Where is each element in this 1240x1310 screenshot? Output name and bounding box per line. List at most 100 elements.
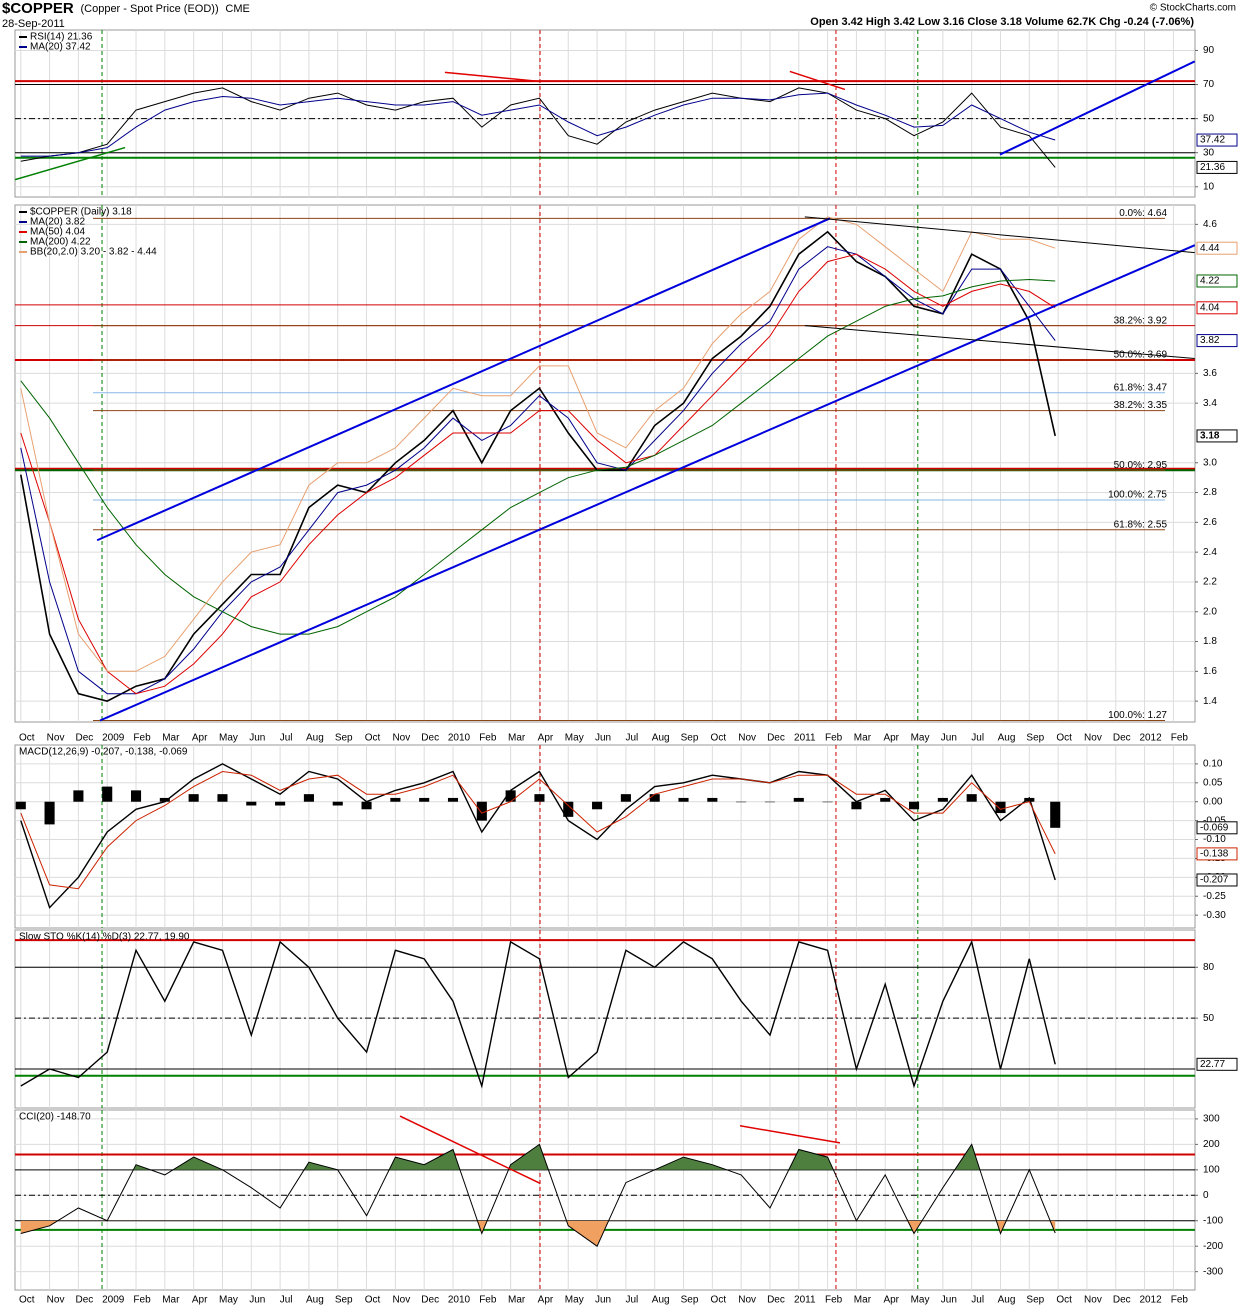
x-tick-label: Feb [1171, 733, 1189, 744]
histogram-bar [534, 794, 545, 802]
histogram-bar [793, 797, 804, 802]
y-tick-label: 0.00 [1203, 796, 1223, 807]
exchange: CME [225, 3, 249, 15]
x-tick-label: Jul [280, 733, 293, 744]
badge-label: -0.207 [1200, 875, 1229, 886]
y-tick-label: 1.6 [1203, 666, 1217, 677]
x-tick-label: Sep [681, 1295, 699, 1306]
x-tick-label: Oct [365, 733, 381, 744]
x-tick-label: Jun [595, 733, 611, 744]
x-tick-label: Mar [162, 733, 180, 744]
band-fill [20, 1144, 1056, 1170]
x-tick-label: May [911, 1295, 930, 1306]
x-tick-label: Mar [508, 733, 526, 744]
y-tick-label: 2.0 [1203, 606, 1217, 617]
badge-label: 3.82 [1200, 335, 1220, 346]
value-badge [1196, 160, 1238, 174]
x-tick-label: Jul [625, 733, 638, 744]
x-tick-label: Apr [538, 733, 554, 744]
y-tick-label: 1.4 [1203, 696, 1217, 707]
trend-line [804, 325, 1195, 359]
histogram-bar [419, 797, 430, 802]
series-line [20, 939, 1056, 1089]
x-tick-label: Apr [538, 1295, 554, 1306]
series-line [20, 770, 1056, 890]
panel-frame [14, 929, 1196, 1109]
x-tick-label: Apr [883, 1295, 899, 1306]
trend-line [15, 146, 126, 181]
histogram-bar [620, 794, 631, 802]
legend-entry: $COPPER (Daily) 3.18 [30, 207, 132, 218]
fib-label: 38.2%: 3.92 [1114, 315, 1168, 326]
histogram-bar [880, 797, 891, 802]
histogram-bar [159, 797, 170, 802]
x-tick-label: Jul [625, 1295, 638, 1306]
histogram-bar [937, 797, 948, 802]
x-tick-label: 2012 [1139, 733, 1162, 744]
badge-label: -0.069 [1200, 822, 1229, 833]
y-tick-label: 2.2 [1203, 577, 1217, 588]
x-tick-label: Nov [392, 733, 410, 744]
x-tick-label: Sep [335, 1295, 353, 1306]
y-tick-label: 10 [1203, 181, 1215, 192]
panel-frame [14, 29, 1196, 198]
series-line [20, 253, 1056, 695]
histogram-bar [736, 801, 747, 803]
histogram-bar [44, 801, 55, 825]
ohlc: Open 3.42 High 3.42 Low 3.16 Close 3.18 … [810, 16, 1194, 28]
histogram-bar [851, 801, 862, 810]
trend-line [789, 70, 846, 91]
value-badge [1196, 1057, 1238, 1071]
x-tick-label: Dec [767, 1295, 785, 1306]
histogram-bar [476, 801, 487, 821]
legend-entry: MA(200) 4.22 [30, 237, 91, 248]
histogram-bar [130, 790, 142, 802]
histogram-bar [966, 794, 977, 802]
y-tick-label: -0.05 [1203, 815, 1226, 826]
x-tick-label: 2010 [448, 1295, 471, 1306]
histogram-bar [390, 797, 401, 802]
panel [15, 930, 1195, 1108]
x-tick-label: Feb [825, 1295, 843, 1306]
x-tick-label: Jun [249, 1295, 265, 1306]
panel-label: CCI(20) -148.70 [19, 1112, 91, 1123]
x-tick-label: May [565, 733, 584, 744]
x-tick-label: Nov [738, 733, 756, 744]
x-tick-label: Jun [941, 1295, 957, 1306]
y-tick-label: 0.05 [1203, 777, 1223, 788]
y-tick-label: 70 [1203, 79, 1215, 90]
y-tick-label: 4.6 [1203, 219, 1217, 230]
value-badge [1196, 429, 1238, 443]
x-tick-label: 2012 [1139, 1295, 1162, 1306]
y-tick-label: -0.10 [1203, 834, 1226, 845]
x-tick-label: May [911, 733, 930, 744]
y-tick-label: 300 [1203, 1114, 1220, 1125]
badge-label: 3.18 [1200, 431, 1220, 442]
legend-entry: BB(20,2.0) 3.20 - 3.82 - 4.44 [30, 247, 157, 258]
x-tick-label: Feb [133, 733, 151, 744]
panel-frame [14, 204, 1196, 723]
y-tick-label: 0 [1203, 1190, 1209, 1201]
fib-label: 61.8%: 3.47 [1114, 382, 1168, 393]
x-tick-label: Jul [971, 1295, 984, 1306]
x-tick-label: Nov [1084, 733, 1102, 744]
y-tick-label: 2.6 [1203, 517, 1217, 528]
fib-label: 50.0%: 2.95 [1114, 460, 1168, 471]
histogram-bar [246, 801, 257, 806]
badge-label: 4.22 [1200, 276, 1220, 287]
x-tick-label: 2011 [794, 1295, 816, 1306]
x-tick-label: Oct [1056, 1295, 1072, 1306]
x-tick-label: Mar [162, 1295, 180, 1306]
symbol: $COPPER [2, 0, 74, 17]
x-tick-label: Nov [738, 1295, 756, 1306]
histogram-bar [649, 794, 660, 802]
histogram-bar [764, 801, 776, 803]
series-line [20, 92, 1056, 157]
y-tick-label: 3.6 [1203, 368, 1217, 379]
histogram-bar [707, 797, 718, 802]
histogram-bar [15, 801, 26, 810]
y-tick-label: 50 [1203, 113, 1215, 124]
y-tick-label: -0.25 [1203, 891, 1226, 902]
x-tick-label: Apr [192, 733, 208, 744]
histogram-bar [1050, 801, 1061, 828]
